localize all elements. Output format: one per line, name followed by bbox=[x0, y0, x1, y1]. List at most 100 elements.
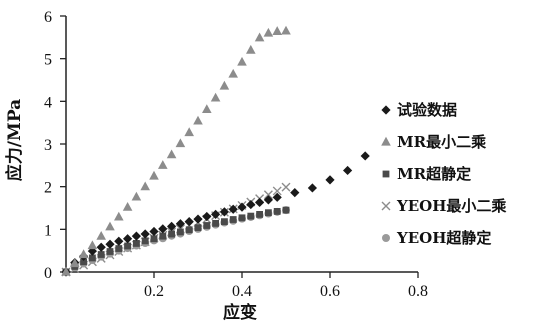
data-point bbox=[272, 26, 282, 35]
data-point bbox=[87, 240, 98, 250]
data-point bbox=[194, 224, 202, 232]
data-point bbox=[290, 188, 300, 198]
data-point bbox=[360, 151, 370, 161]
legend-label: MR超静定 bbox=[397, 165, 471, 183]
data-point bbox=[273, 208, 281, 215]
legend-item: 试验数据 bbox=[381, 101, 457, 119]
data-point bbox=[256, 211, 263, 218]
plot-area bbox=[61, 25, 370, 277]
data-point bbox=[221, 218, 228, 226]
data-point bbox=[247, 212, 255, 220]
data-point bbox=[237, 202, 247, 212]
y-tick-label: 3 bbox=[44, 137, 52, 154]
data-point bbox=[115, 245, 123, 252]
data-point bbox=[89, 254, 96, 262]
y-tick-label: 5 bbox=[44, 52, 52, 69]
data-point bbox=[96, 230, 106, 240]
data-point bbox=[325, 175, 335, 185]
data-point bbox=[343, 165, 353, 176]
data-point bbox=[246, 44, 256, 54]
data-point bbox=[237, 56, 247, 66]
data-point bbox=[219, 207, 229, 217]
data-point bbox=[307, 183, 317, 193]
data-point bbox=[149, 226, 159, 237]
legend-marker bbox=[382, 170, 390, 178]
y-tick-label: 4 bbox=[44, 94, 52, 111]
data-point bbox=[263, 190, 273, 200]
data-point bbox=[228, 68, 238, 78]
data-point bbox=[175, 138, 186, 148]
data-point bbox=[193, 214, 203, 224]
series-4 bbox=[61, 182, 291, 277]
data-point bbox=[159, 232, 167, 240]
data-point bbox=[70, 258, 80, 268]
data-point bbox=[168, 230, 175, 238]
y-axis-label: 应力/MPa bbox=[4, 99, 25, 181]
y-tick-label: 2 bbox=[44, 180, 52, 197]
data-point bbox=[166, 149, 177, 159]
data-point bbox=[61, 266, 71, 276]
x-axis-label: 应变 bbox=[223, 302, 257, 323]
data-point bbox=[255, 197, 265, 208]
data-point bbox=[281, 25, 291, 35]
data-point bbox=[175, 219, 185, 229]
x-tick-label: 0.4 bbox=[232, 283, 252, 300]
series-1 bbox=[61, 151, 370, 277]
data-point bbox=[219, 80, 230, 90]
series-2 bbox=[61, 25, 291, 276]
data-point bbox=[263, 195, 273, 205]
data-point bbox=[265, 209, 272, 217]
data-point bbox=[141, 237, 149, 245]
data-point bbox=[124, 242, 131, 250]
data-point bbox=[184, 217, 194, 227]
data-point bbox=[177, 228, 184, 236]
x-tick-label: 0.2 bbox=[144, 283, 164, 300]
legend-label: 试验数据 bbox=[397, 101, 457, 119]
axes: 0 1 2 3 4 5 6 0.2 0.4 0.6 0.8 bbox=[44, 9, 428, 300]
x-tick-label: 0.6 bbox=[320, 283, 340, 300]
data-point bbox=[263, 27, 274, 37]
data-point bbox=[238, 214, 246, 222]
data-point bbox=[133, 240, 140, 247]
legend-item: YEOH超静定 bbox=[382, 229, 491, 247]
data-point bbox=[149, 170, 159, 180]
data-point bbox=[97, 251, 105, 258]
legend-label: YEOH最小二乘 bbox=[396, 197, 506, 215]
y-tick-label: 1 bbox=[44, 222, 52, 239]
data-point bbox=[131, 191, 142, 201]
data-point bbox=[167, 221, 177, 231]
legend-marker bbox=[381, 201, 391, 211]
y-tick-label: 6 bbox=[44, 9, 52, 26]
data-point bbox=[78, 249, 89, 259]
legend-item: MR超静定 bbox=[382, 165, 471, 183]
data-point bbox=[254, 32, 265, 42]
legend: 试验数据 MR最小二乘 MR超静定 YEOH最小二乘 YEOH超静定 bbox=[381, 101, 506, 247]
data-point bbox=[184, 127, 194, 137]
data-point bbox=[193, 115, 203, 125]
data-point bbox=[202, 211, 212, 222]
data-point bbox=[96, 242, 106, 252]
data-point bbox=[210, 92, 221, 102]
data-point bbox=[131, 231, 141, 241]
data-point bbox=[203, 222, 211, 229]
data-point bbox=[80, 258, 87, 266]
legend-item: MR最小二乘 bbox=[381, 133, 486, 151]
data-point bbox=[228, 204, 238, 214]
data-point bbox=[114, 211, 124, 221]
data-point bbox=[140, 229, 150, 239]
data-point bbox=[114, 236, 124, 246]
data-point bbox=[202, 104, 212, 114]
data-point bbox=[212, 219, 219, 227]
data-point bbox=[211, 209, 221, 219]
x-tick-label: 0.8 bbox=[408, 283, 428, 300]
data-point bbox=[281, 182, 291, 192]
data-point bbox=[140, 181, 150, 191]
legend-marker bbox=[381, 105, 391, 115]
data-point bbox=[272, 192, 282, 202]
data-point bbox=[158, 160, 168, 169]
legend-item: YEOH最小二乘 bbox=[381, 197, 506, 215]
data-point bbox=[229, 216, 237, 223]
legend-label: MR最小二乘 bbox=[397, 133, 486, 151]
data-point bbox=[158, 224, 168, 234]
